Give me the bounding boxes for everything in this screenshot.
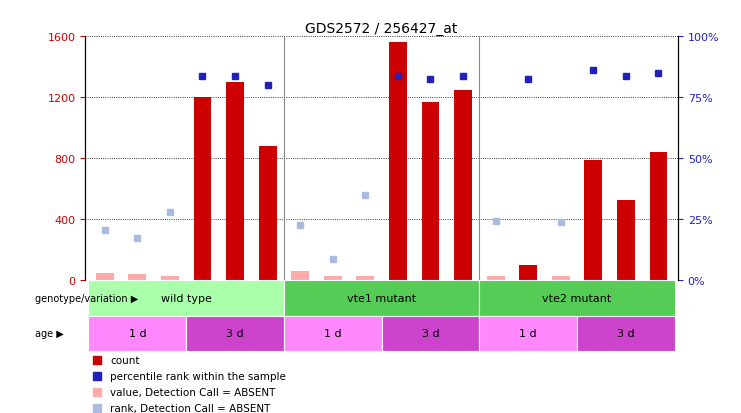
Bar xyxy=(617,200,635,281)
Bar xyxy=(88,316,186,351)
Bar xyxy=(650,153,668,281)
Text: genotype/variation ▶: genotype/variation ▶ xyxy=(35,293,138,303)
Title: GDS2572 / 256427_at: GDS2572 / 256427_at xyxy=(305,22,458,36)
Bar xyxy=(291,272,309,281)
Bar xyxy=(284,281,479,316)
Bar xyxy=(356,276,374,281)
Text: 1 d: 1 d xyxy=(128,329,146,339)
Text: 3 d: 3 d xyxy=(617,329,635,339)
Text: 1 d: 1 d xyxy=(324,329,342,339)
Text: count: count xyxy=(110,355,139,365)
Bar xyxy=(193,98,211,281)
Text: value, Detection Call = ABSENT: value, Detection Call = ABSENT xyxy=(110,387,276,397)
Bar xyxy=(552,276,570,281)
Text: 3 d: 3 d xyxy=(422,329,439,339)
Text: 3 d: 3 d xyxy=(226,329,244,339)
Bar xyxy=(479,316,577,351)
Bar xyxy=(226,83,244,281)
Bar xyxy=(577,316,675,351)
Bar xyxy=(422,102,439,281)
Bar xyxy=(96,273,113,281)
Bar xyxy=(479,281,675,316)
Bar xyxy=(284,316,382,351)
Bar xyxy=(382,316,479,351)
Text: vte1 mutant: vte1 mutant xyxy=(347,293,416,303)
Bar xyxy=(259,147,276,281)
Bar xyxy=(585,161,602,281)
Text: wild type: wild type xyxy=(161,293,212,303)
Text: percentile rank within the sample: percentile rank within the sample xyxy=(110,371,286,381)
Bar xyxy=(519,266,537,281)
Text: 1 d: 1 d xyxy=(519,329,537,339)
Bar xyxy=(487,276,505,281)
Text: vte2 mutant: vte2 mutant xyxy=(542,293,611,303)
Bar xyxy=(389,43,407,281)
Text: rank, Detection Call = ABSENT: rank, Detection Call = ABSENT xyxy=(110,404,270,413)
Bar xyxy=(161,276,179,281)
Bar xyxy=(88,281,284,316)
Bar xyxy=(454,90,472,281)
Bar xyxy=(324,276,342,281)
Bar xyxy=(186,316,284,351)
Bar xyxy=(128,274,146,281)
Text: age ▶: age ▶ xyxy=(35,329,64,339)
